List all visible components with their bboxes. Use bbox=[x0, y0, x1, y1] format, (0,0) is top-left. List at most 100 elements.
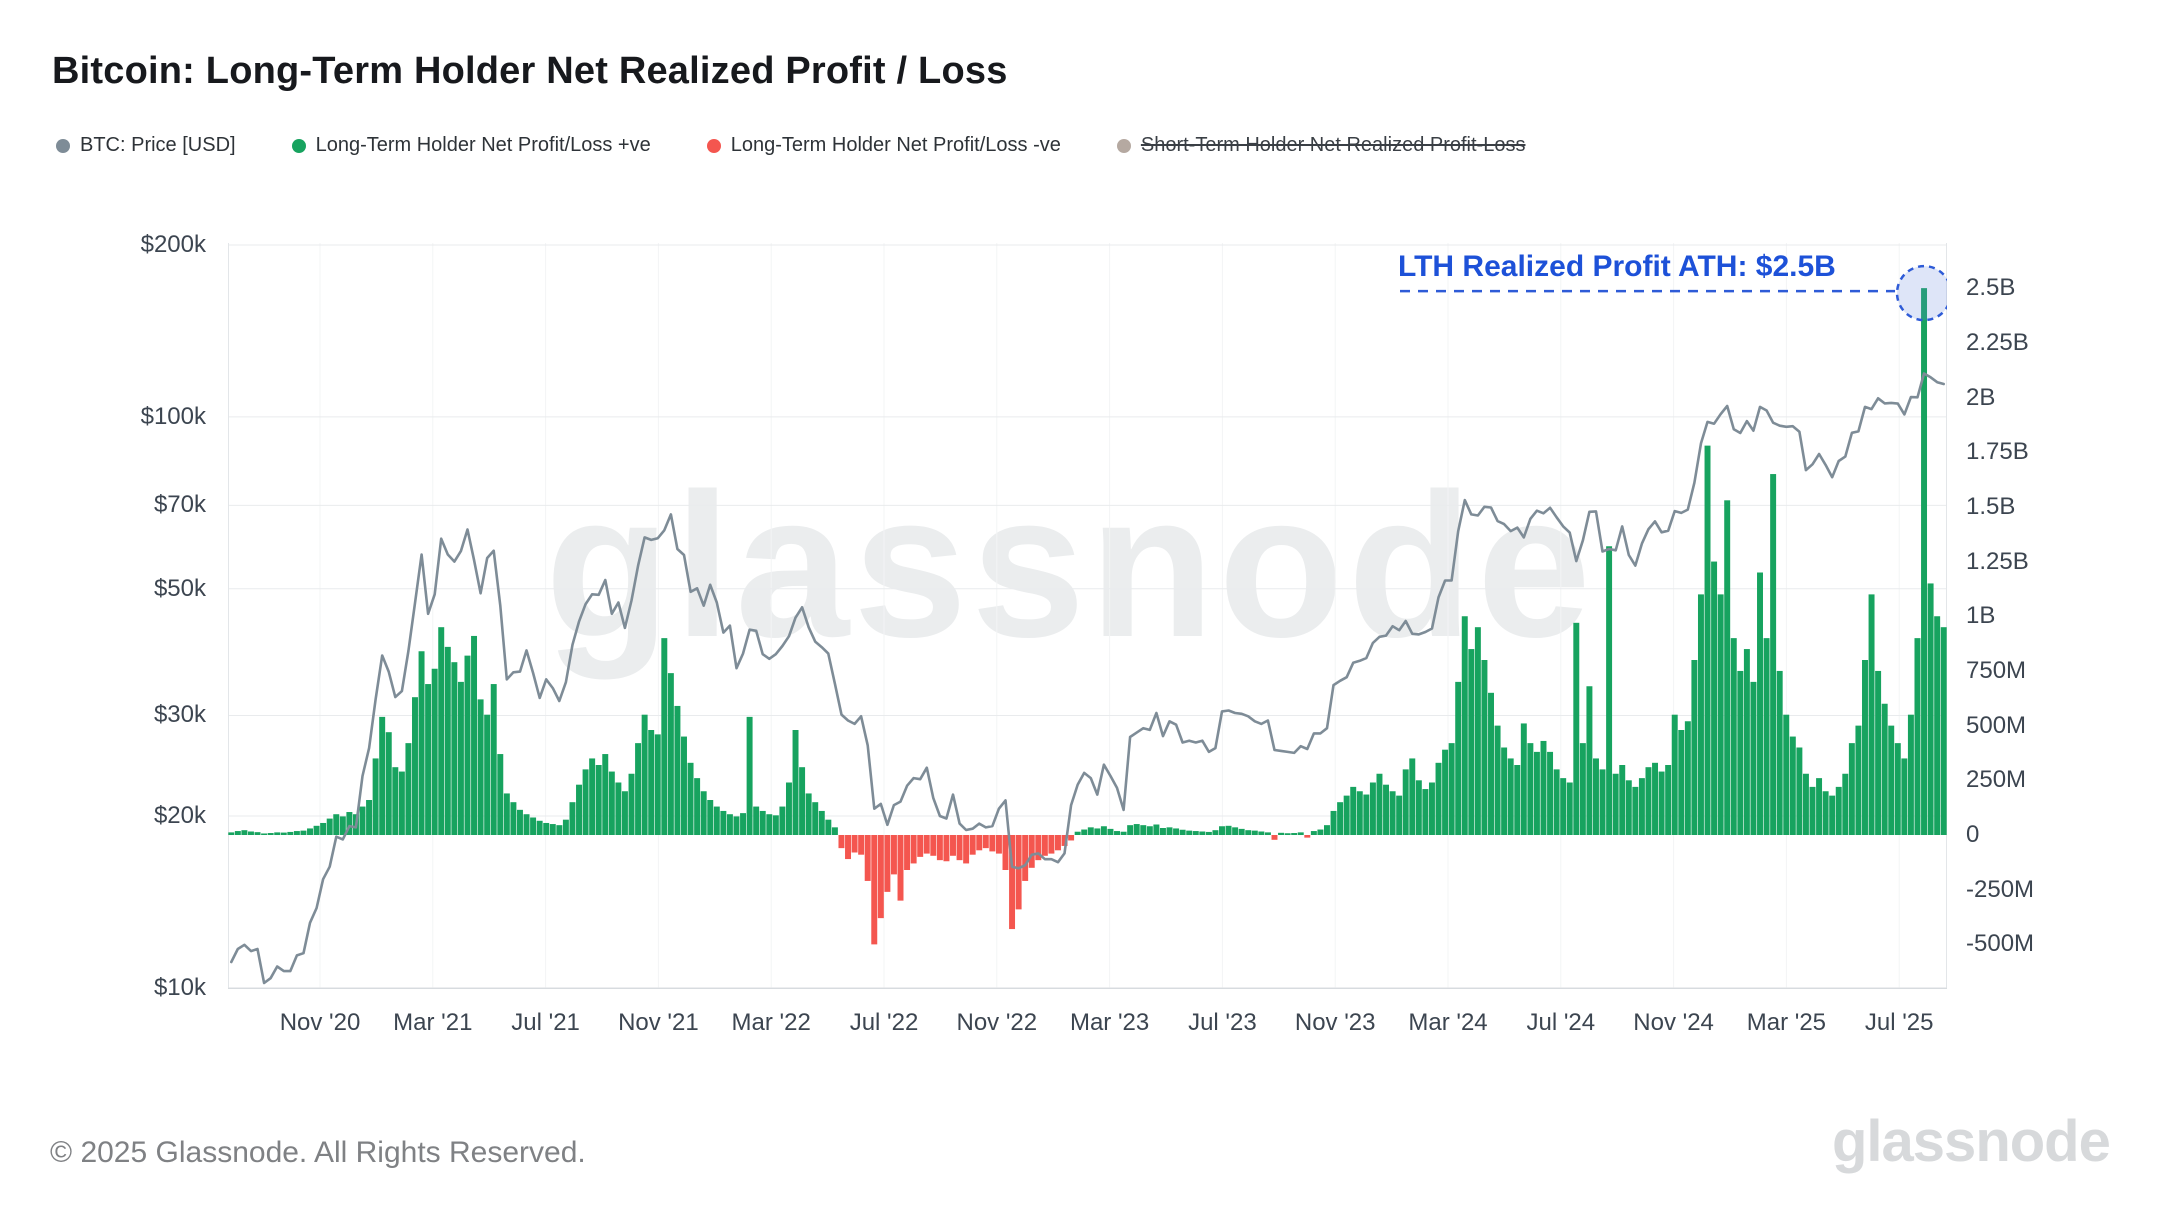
lth-profit-bar[interactable] bbox=[471, 635, 478, 835]
lth-profit-bar[interactable] bbox=[1428, 782, 1435, 836]
lth-profit-bar[interactable] bbox=[713, 806, 720, 835]
lth-profit-bar[interactable] bbox=[1494, 725, 1501, 836]
ath-circle-marker[interactable] bbox=[1895, 264, 1947, 322]
lth-profit-bar[interactable] bbox=[1881, 703, 1888, 835]
lth-profit-bar[interactable] bbox=[1579, 743, 1586, 836]
lth-profit-bar[interactable] bbox=[1205, 831, 1212, 835]
lth-profit-bar[interactable] bbox=[1107, 828, 1114, 836]
lth-profit-bar[interactable] bbox=[1212, 830, 1219, 835]
lth-profit-bar[interactable] bbox=[1717, 594, 1724, 836]
lth-profit-bar[interactable] bbox=[1507, 758, 1514, 835]
lth-profit-bar[interactable] bbox=[359, 806, 366, 835]
lth-profit-bar[interactable] bbox=[589, 758, 596, 835]
lth-profit-bar[interactable] bbox=[1127, 825, 1134, 835]
lth-profit-bar[interactable] bbox=[621, 791, 628, 835]
lth-profit-bar[interactable] bbox=[1402, 769, 1409, 836]
lth-profit-bar[interactable] bbox=[1376, 773, 1383, 835]
lth-profit-bar[interactable] bbox=[1114, 831, 1120, 835]
lth-profit-bar[interactable] bbox=[536, 820, 543, 835]
lth-profit-bar[interactable] bbox=[615, 782, 622, 836]
lth-loss-bar[interactable] bbox=[1304, 835, 1311, 838]
lth-profit-bar[interactable] bbox=[261, 833, 268, 835]
lth-profit-bar[interactable] bbox=[1120, 831, 1127, 835]
lth-loss-bar[interactable] bbox=[858, 835, 865, 855]
lth-profit-bar[interactable] bbox=[1238, 828, 1245, 836]
lth-profit-bar[interactable] bbox=[1901, 758, 1908, 835]
lth-profit-bar[interactable] bbox=[648, 730, 655, 835]
lth-profit-bar[interactable] bbox=[726, 814, 733, 835]
lth-profit-bar[interactable] bbox=[1711, 561, 1718, 835]
lth-profit-bar[interactable] bbox=[1816, 778, 1823, 836]
lth-profit-bar[interactable] bbox=[385, 732, 392, 835]
lth-profit-bar[interactable] bbox=[1684, 721, 1691, 835]
lth-profit-bar[interactable] bbox=[1186, 830, 1193, 836]
lth-profit-bar[interactable] bbox=[228, 832, 235, 836]
lth-profit-bar[interactable] bbox=[700, 791, 707, 835]
lth-profit-bar[interactable] bbox=[1166, 827, 1173, 835]
lth-profit-bar[interactable] bbox=[1809, 786, 1816, 836]
lth-profit-bar[interactable] bbox=[280, 832, 287, 835]
lth-profit-bar[interactable] bbox=[1219, 826, 1225, 835]
lth-profit-bar[interactable] bbox=[1652, 762, 1659, 835]
btc-price-line[interactable] bbox=[229, 372, 1945, 985]
lth-profit-bar[interactable] bbox=[1297, 832, 1304, 836]
lth-profit-bar[interactable] bbox=[1337, 802, 1344, 835]
lth-loss-bar[interactable] bbox=[851, 835, 858, 853]
lth-profit-bar[interactable] bbox=[1343, 795, 1350, 836]
lth-profit-bar[interactable] bbox=[339, 816, 346, 835]
lth-profit-bar[interactable] bbox=[1435, 762, 1442, 835]
lth-profit-bar[interactable] bbox=[1907, 714, 1914, 835]
lth-profit-bar[interactable] bbox=[1894, 743, 1901, 836]
lth-loss-bar[interactable] bbox=[982, 835, 989, 849]
lth-profit-bar[interactable] bbox=[293, 831, 300, 835]
lth-profit-bar[interactable] bbox=[320, 822, 327, 835]
lth-profit-bar[interactable] bbox=[582, 769, 589, 836]
lth-profit-bar[interactable] bbox=[799, 767, 806, 835]
lth-profit-bar[interactable] bbox=[333, 814, 340, 835]
lth-loss-bar[interactable] bbox=[917, 835, 924, 857]
lth-profit-bar[interactable] bbox=[254, 832, 261, 835]
lth-loss-bar[interactable] bbox=[910, 835, 917, 864]
lth-profit-bar[interactable] bbox=[687, 762, 694, 835]
lth-profit-bar[interactable] bbox=[497, 754, 504, 835]
lth-loss-bar[interactable] bbox=[969, 835, 976, 855]
lth-profit-bar[interactable] bbox=[1094, 828, 1101, 835]
lth-profit-bar[interactable] bbox=[543, 822, 550, 835]
lth-loss-bar[interactable] bbox=[950, 835, 956, 856]
lth-profit-bar[interactable] bbox=[1330, 810, 1337, 835]
lth-loss-bar[interactable] bbox=[845, 835, 851, 860]
lth-profit-bar[interactable] bbox=[287, 831, 294, 835]
lth-profit-bar[interactable] bbox=[1383, 784, 1390, 835]
lth-profit-bar[interactable] bbox=[1619, 765, 1626, 835]
lth-profit-bar[interactable] bbox=[1658, 771, 1665, 835]
lth-profit-bar[interactable] bbox=[707, 800, 714, 835]
lth-profit-bar[interactable] bbox=[1481, 660, 1488, 835]
legend-item-2[interactable]: Long-Term Holder Net Profit/Loss -ve bbox=[706, 134, 1061, 157]
lth-profit-bar[interactable] bbox=[753, 806, 760, 835]
lth-profit-bar[interactable] bbox=[1921, 288, 1928, 836]
lth-loss-bar[interactable] bbox=[995, 835, 1002, 854]
lth-profit-bar[interactable] bbox=[1284, 833, 1291, 835]
lth-profit-bar[interactable] bbox=[1730, 638, 1737, 836]
lth-profit-bar[interactable] bbox=[484, 714, 491, 835]
lth-loss-bar[interactable] bbox=[1041, 835, 1048, 856]
lth-profit-bar[interactable] bbox=[635, 743, 642, 836]
lth-loss-bar[interactable] bbox=[838, 835, 845, 849]
lth-profit-bar[interactable] bbox=[457, 681, 464, 836]
lth-profit-bar[interactable] bbox=[1822, 791, 1829, 835]
lth-loss-bar[interactable] bbox=[1061, 835, 1068, 846]
lth-profit-bar[interactable] bbox=[1192, 831, 1199, 835]
lth-loss-bar[interactable] bbox=[1048, 835, 1055, 854]
lth-profit-bar[interactable] bbox=[1100, 826, 1107, 835]
lth-profit-bar[interactable] bbox=[274, 832, 281, 836]
lth-profit-bar[interactable] bbox=[812, 802, 819, 835]
lth-profit-bar[interactable] bbox=[1757, 572, 1763, 836]
lth-profit-bar[interactable] bbox=[1940, 627, 1947, 835]
lth-profit-bar[interactable] bbox=[379, 716, 386, 836]
lth-profit-bar[interactable] bbox=[392, 767, 399, 835]
lth-profit-bar[interactable] bbox=[1468, 649, 1475, 835]
lth-profit-bar[interactable] bbox=[1251, 830, 1258, 836]
lth-profit-bar[interactable] bbox=[1691, 660, 1698, 835]
lth-profit-bar[interactable] bbox=[1278, 832, 1285, 835]
lth-profit-bar[interactable] bbox=[431, 668, 438, 835]
